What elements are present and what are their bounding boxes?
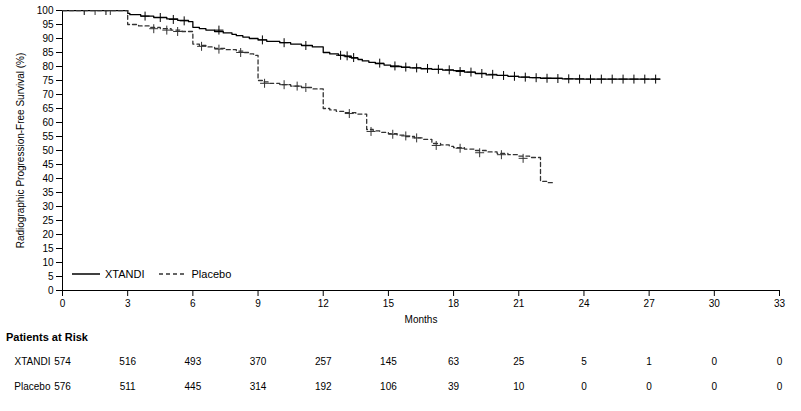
svg-text:9: 9: [255, 298, 261, 309]
svg-text:192: 192: [315, 381, 332, 392]
svg-text:0: 0: [581, 381, 587, 392]
svg-text:145: 145: [380, 356, 397, 367]
svg-text:511: 511: [120, 381, 136, 392]
svg-text:63: 63: [448, 356, 460, 367]
svg-text:30: 30: [709, 298, 721, 309]
svg-text:106: 106: [380, 381, 397, 392]
svg-text:39: 39: [448, 381, 460, 392]
svg-text:30: 30: [42, 201, 54, 212]
svg-text:85: 85: [42, 47, 54, 58]
svg-text:0: 0: [712, 356, 718, 367]
svg-text:493: 493: [185, 356, 202, 367]
svg-text:6: 6: [190, 298, 196, 309]
svg-text:20: 20: [42, 229, 54, 240]
svg-text:516: 516: [119, 356, 136, 367]
svg-text:0: 0: [777, 356, 783, 367]
svg-text:25: 25: [513, 356, 525, 367]
html-text:Patients at Risk: Patients at Risk: [6, 331, 88, 343]
svg-text:5: 5: [581, 356, 587, 367]
html-text:Placebo: Placebo: [191, 268, 232, 280]
svg-text:50: 50: [42, 145, 54, 156]
svg-text:15: 15: [383, 298, 395, 309]
svg-text:60: 60: [42, 117, 54, 128]
svg-text:1: 1: [646, 356, 652, 367]
svg-text:574: 574: [54, 356, 71, 367]
svg-text:80: 80: [42, 61, 54, 72]
html-text:XTANDI: XTANDI: [105, 268, 145, 280]
svg-text:12: 12: [318, 298, 330, 309]
svg-text:24: 24: [578, 298, 590, 309]
svg-text:65: 65: [42, 103, 54, 114]
svg-text:Radiographic Progression-Free: Radiographic Progression-Free Survival (…: [15, 53, 26, 249]
svg-text:18: 18: [448, 298, 460, 309]
svg-text:40: 40: [42, 173, 54, 184]
svg-text:55: 55: [42, 131, 54, 142]
svg-text:576: 576: [54, 381, 71, 392]
svg-text:0: 0: [712, 381, 718, 392]
svg-text:0: 0: [777, 381, 783, 392]
svg-text:XTANDI: XTANDI: [15, 356, 51, 367]
svg-text:15: 15: [42, 243, 54, 254]
svg-text:5: 5: [48, 271, 54, 282]
svg-text:25: 25: [42, 215, 54, 226]
svg-text:370: 370: [250, 356, 267, 367]
svg-text:70: 70: [42, 89, 54, 100]
svg-text:Months: Months: [405, 314, 438, 325]
svg-text:0: 0: [646, 381, 652, 392]
svg-text:21: 21: [513, 298, 525, 309]
svg-text:445: 445: [185, 381, 202, 392]
svg-text:10: 10: [42, 257, 54, 268]
svg-text:257: 257: [315, 356, 332, 367]
svg-text:Placebo: Placebo: [14, 381, 51, 392]
svg-text:90: 90: [42, 33, 54, 44]
svg-text:314: 314: [250, 381, 267, 392]
svg-text:3: 3: [125, 298, 131, 309]
svg-text:95: 95: [42, 19, 54, 30]
svg-text:0: 0: [60, 298, 66, 309]
svg-text:45: 45: [42, 159, 54, 170]
svg-text:27: 27: [644, 298, 656, 309]
svg-text:10: 10: [513, 381, 525, 392]
svg-text:100: 100: [37, 5, 54, 16]
svg-text:75: 75: [42, 75, 54, 86]
svg-text:35: 35: [42, 187, 54, 198]
svg-text:33: 33: [774, 298, 786, 309]
svg-text:0: 0: [48, 285, 54, 296]
